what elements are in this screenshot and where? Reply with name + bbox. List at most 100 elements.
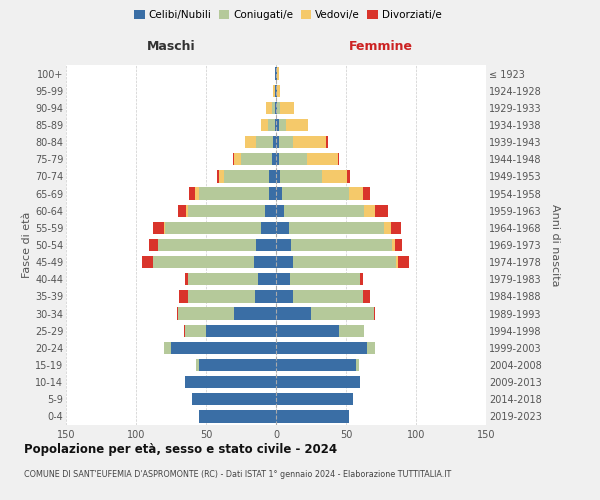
Bar bbox=[356, 359, 359, 371]
Bar bbox=[277, 84, 280, 97]
Bar bbox=[185, 273, 188, 285]
Text: Femmine: Femmine bbox=[349, 40, 413, 53]
Bar bbox=[276, 239, 292, 251]
Bar bbox=[179, 290, 188, 302]
Legend: Celibi/Nubili, Coniugati/e, Vedovi/e, Divorziati/e: Celibi/Nubili, Coniugati/e, Vedovi/e, Di… bbox=[132, 8, 444, 22]
Bar bbox=[276, 188, 281, 200]
Bar bbox=[260, 222, 276, 234]
Bar bbox=[164, 222, 166, 234]
Bar bbox=[293, 256, 397, 268]
Bar bbox=[374, 308, 376, 320]
Bar bbox=[273, 136, 276, 148]
Bar bbox=[276, 170, 280, 182]
Bar bbox=[188, 273, 258, 285]
Bar bbox=[158, 239, 256, 251]
Bar bbox=[275, 84, 276, 97]
Bar bbox=[276, 68, 277, 80]
Bar bbox=[293, 290, 363, 302]
Bar bbox=[276, 308, 311, 320]
Bar bbox=[276, 393, 353, 406]
Bar bbox=[268, 119, 275, 131]
Bar bbox=[206, 324, 276, 337]
Bar bbox=[276, 136, 279, 148]
Bar bbox=[269, 188, 276, 200]
Bar bbox=[397, 256, 398, 268]
Bar bbox=[384, 222, 391, 234]
Text: COMUNE DI SANT'EUFEMIA D'ASPROMONTE (RC) - Dati ISTAT 1° gennaio 2024 - Elaboraz: COMUNE DI SANT'EUFEMIA D'ASPROMONTE (RC)… bbox=[24, 470, 451, 479]
Bar bbox=[189, 188, 195, 200]
Bar bbox=[311, 308, 374, 320]
Bar bbox=[192, 393, 276, 406]
Bar bbox=[276, 376, 360, 388]
Bar bbox=[275, 68, 276, 80]
Bar bbox=[171, 342, 276, 354]
Bar bbox=[176, 308, 178, 320]
Bar bbox=[142, 256, 153, 268]
Bar bbox=[276, 102, 277, 114]
Bar bbox=[266, 102, 272, 114]
Bar bbox=[241, 153, 272, 166]
Bar bbox=[290, 273, 360, 285]
Bar bbox=[276, 256, 293, 268]
Bar bbox=[363, 290, 370, 302]
Bar bbox=[276, 153, 279, 166]
Bar bbox=[363, 188, 370, 200]
Bar bbox=[256, 136, 273, 148]
Bar bbox=[293, 136, 326, 148]
Bar bbox=[289, 222, 384, 234]
Bar bbox=[279, 119, 286, 131]
Bar bbox=[258, 273, 276, 285]
Bar bbox=[255, 290, 276, 302]
Bar bbox=[280, 170, 322, 182]
Bar bbox=[185, 324, 206, 337]
Bar bbox=[276, 359, 356, 371]
Y-axis label: Anni di nascita: Anni di nascita bbox=[550, 204, 560, 286]
Bar bbox=[149, 239, 158, 251]
Bar bbox=[273, 84, 275, 97]
Bar bbox=[234, 153, 241, 166]
Bar bbox=[326, 136, 328, 148]
Bar bbox=[153, 222, 164, 234]
Bar bbox=[276, 324, 339, 337]
Bar bbox=[184, 324, 185, 337]
Bar bbox=[367, 342, 376, 354]
Bar bbox=[256, 239, 276, 251]
Bar bbox=[339, 324, 364, 337]
Bar bbox=[292, 239, 392, 251]
Bar bbox=[178, 204, 187, 217]
Bar bbox=[185, 376, 276, 388]
Bar bbox=[276, 222, 289, 234]
Y-axis label: Fasce di età: Fasce di età bbox=[22, 212, 32, 278]
Bar bbox=[391, 222, 401, 234]
Bar bbox=[153, 256, 254, 268]
Bar bbox=[276, 204, 284, 217]
Bar bbox=[277, 68, 279, 80]
Bar bbox=[284, 204, 364, 217]
Bar bbox=[217, 170, 218, 182]
Bar bbox=[281, 188, 349, 200]
Bar bbox=[269, 170, 276, 182]
Bar bbox=[364, 204, 376, 217]
Bar bbox=[224, 170, 269, 182]
Bar bbox=[276, 273, 290, 285]
Bar bbox=[398, 256, 409, 268]
Bar bbox=[199, 188, 269, 200]
Bar bbox=[254, 256, 276, 268]
Bar bbox=[395, 239, 402, 251]
Bar bbox=[276, 342, 367, 354]
Bar bbox=[245, 136, 256, 148]
Bar bbox=[376, 204, 388, 217]
Bar bbox=[196, 359, 199, 371]
Bar bbox=[360, 273, 363, 285]
Bar bbox=[166, 222, 260, 234]
Bar bbox=[275, 119, 276, 131]
Bar bbox=[178, 308, 234, 320]
Bar bbox=[265, 204, 276, 217]
Bar bbox=[279, 136, 293, 148]
Bar bbox=[276, 290, 293, 302]
Bar bbox=[199, 359, 276, 371]
Bar bbox=[276, 84, 277, 97]
Bar bbox=[276, 119, 279, 131]
Bar bbox=[279, 153, 307, 166]
Bar bbox=[322, 170, 347, 182]
